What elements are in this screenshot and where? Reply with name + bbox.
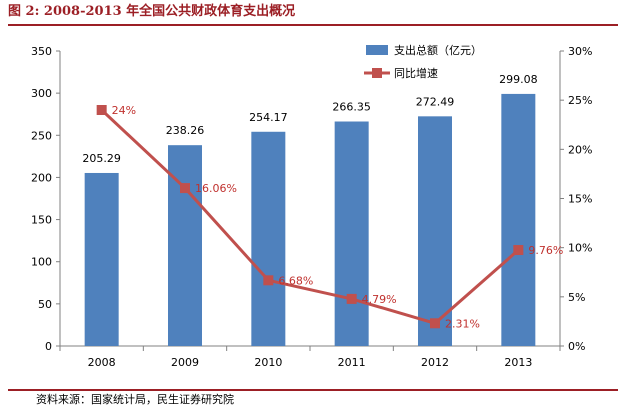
y-right-tick-label: 5%: [568, 291, 585, 304]
growth-line: [100, 108, 520, 325]
caption-rule: [8, 24, 618, 26]
legend-bar-label: 支出总额（亿元）: [394, 43, 482, 57]
growth-value-label: 4.79%: [362, 293, 397, 306]
source-note: 资料来源：国家统计局，民生证券研究院: [36, 393, 234, 406]
growth-value-label: 9.76%: [528, 244, 563, 257]
bar-value-label: 254.17: [249, 111, 288, 124]
legend-bar-swatch: [366, 45, 388, 55]
growth-value-label: 6.68%: [278, 274, 313, 287]
y-left-tick-label: 350: [31, 45, 52, 58]
growth-point: [513, 245, 524, 256]
y-left-tick-label: 250: [31, 129, 52, 142]
x-tick-label: 2013: [504, 356, 532, 369]
y-right-tick-label: 10%: [568, 242, 592, 255]
bar-value-label: 205.29: [82, 152, 121, 165]
y-right-tick-label: 25%: [568, 94, 592, 107]
y-left-tick-label: 200: [31, 171, 52, 184]
bar: [84, 172, 119, 346]
growth-point: [180, 183, 190, 194]
y-left-tick-label: 100: [31, 256, 52, 269]
legend-line-label: 同比增速: [394, 66, 438, 80]
x-tick-label: 2010: [254, 356, 282, 369]
bar: [501, 93, 536, 346]
y-right-tick-label: 15%: [568, 193, 592, 206]
x-tick-label: 2011: [338, 356, 366, 369]
y-left-tick-label: 50: [38, 298, 52, 311]
growth-point: [96, 105, 107, 115]
bar: [334, 121, 369, 346]
y-left-tick-label: 0: [45, 340, 52, 353]
growth-point: [263, 275, 274, 286]
growth-value-label: 2.31%: [445, 317, 480, 330]
bar-value-label: 299.08: [499, 73, 538, 86]
growth-point: [346, 293, 357, 304]
legend-line-marker: [372, 68, 382, 78]
growth-value-label: 16.06%: [195, 182, 237, 195]
y-left-tick-label: 150: [31, 214, 52, 227]
y-right-tick-label: 0%: [568, 340, 585, 353]
x-tick-label: 2009: [171, 356, 199, 369]
y-left-tick-label: 300: [31, 87, 52, 100]
bar-value-label: 238.26: [166, 124, 205, 137]
growth-value-label: 24%: [112, 104, 136, 117]
y-right-tick-label: 20%: [568, 143, 592, 156]
x-tick-label: 2008: [88, 356, 116, 369]
source-rule: [8, 389, 618, 391]
y-right-tick-label: 30%: [568, 45, 592, 58]
bar: [251, 131, 286, 346]
bar-value-label: 272.49: [416, 95, 455, 108]
bar-value-label: 266.35: [332, 101, 371, 114]
figure-caption: 图 2: 2008-2013 年全国公共财政体育支出概况: [8, 4, 296, 19]
x-tick-label: 2012: [421, 356, 449, 369]
bar: [418, 116, 452, 346]
growth-point: [430, 318, 440, 329]
